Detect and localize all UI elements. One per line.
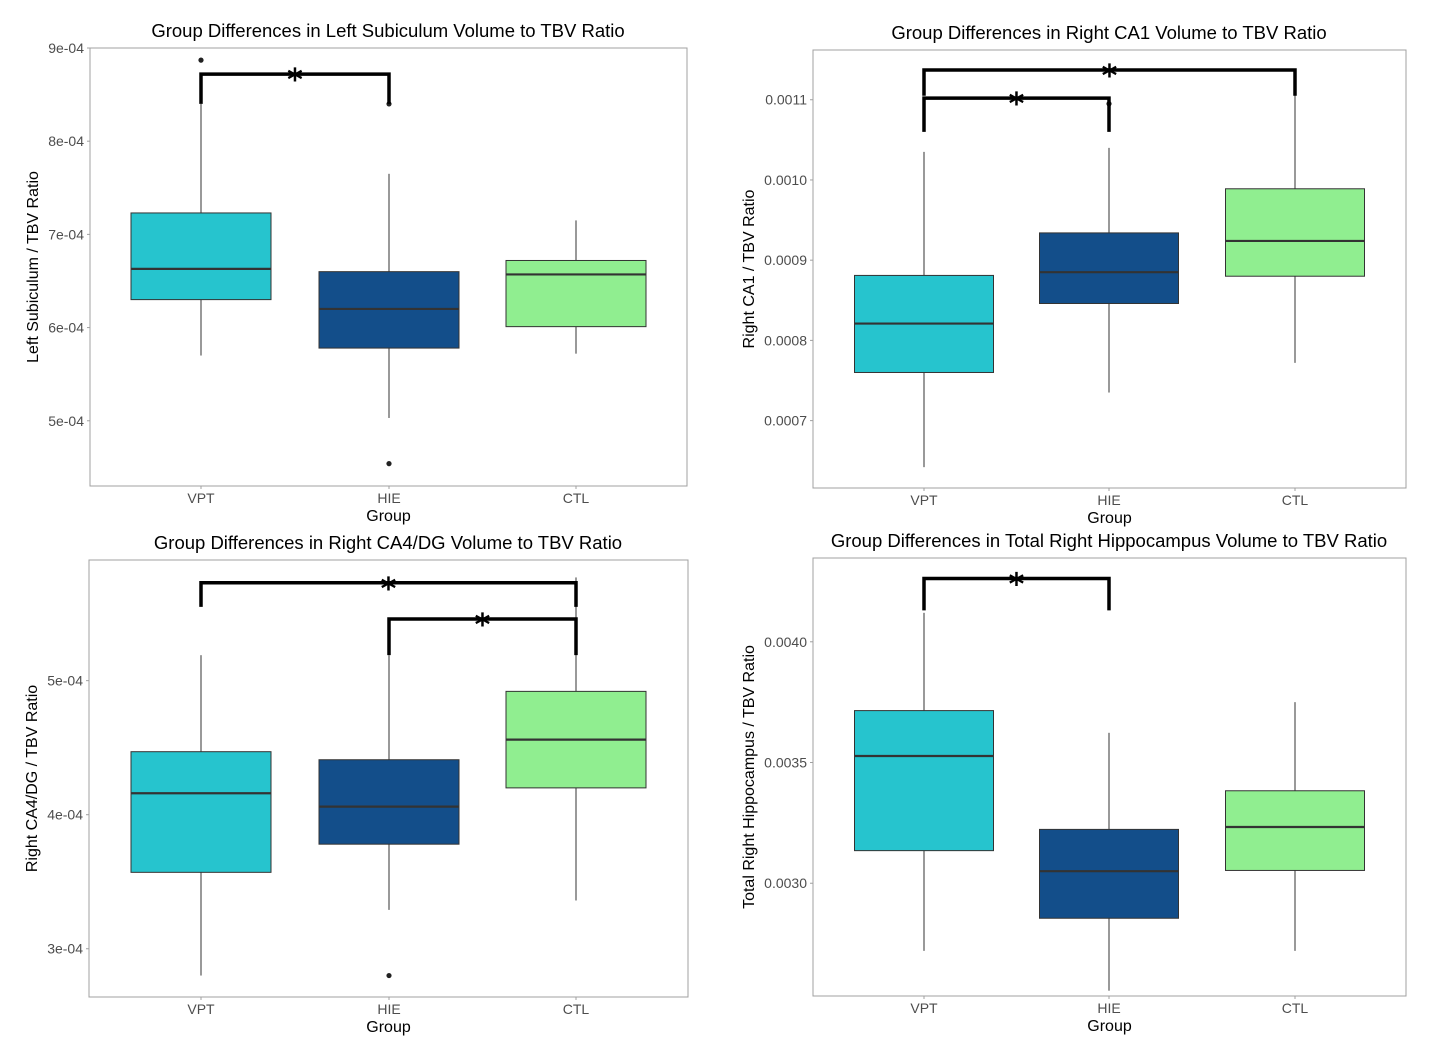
y-tick-label: 6e-04 — [48, 320, 84, 336]
box-ctl — [1225, 77, 1365, 363]
y-axis-title: Left Subiculum / TBV Ratio — [25, 171, 42, 363]
box-ctl — [1225, 702, 1365, 951]
box-ctl — [505, 220, 647, 354]
y-tick-label: 0.0035 — [764, 755, 807, 771]
x-axis-title: Group — [366, 508, 411, 525]
iqr-box — [505, 259, 647, 328]
iqr-box — [130, 751, 272, 873]
y-tick-label: 0.0030 — [764, 875, 807, 891]
y-tick-label: 4e-04 — [47, 807, 83, 823]
iqr-box — [1225, 790, 1365, 871]
significance-bracket — [199, 72, 391, 104]
box-ctl — [505, 577, 647, 901]
significance-star: * — [1009, 87, 1025, 122]
box-vpt — [854, 151, 994, 468]
iqr-box — [1039, 828, 1179, 919]
significance-bracket — [922, 68, 1297, 96]
outlier-point — [386, 461, 392, 467]
x-tick-label: HIE — [1097, 492, 1120, 508]
x-tick-label: VPT — [910, 1000, 938, 1016]
significance-star: * — [475, 608, 491, 643]
y-tick-label: 0.0009 — [764, 252, 807, 268]
chart-title: Group Differences in Total Right Hippoca… — [831, 530, 1387, 551]
significance-bracket — [922, 96, 1111, 132]
iqr-box — [130, 212, 272, 301]
x-tick-label: CTL — [1282, 1000, 1309, 1016]
box-hie — [318, 101, 460, 467]
x-axis-title: Group — [1087, 510, 1132, 527]
x-tick-label: HIE — [1097, 1000, 1120, 1016]
x-axis-title: Group — [366, 1019, 411, 1036]
outlier-point — [386, 972, 392, 979]
x-axis-title: Group — [1087, 1018, 1132, 1035]
iqr-box — [1225, 188, 1365, 277]
y-axis-title: Right CA4/DG / TBV Ratio — [24, 685, 41, 872]
y-tick-label: 9e-04 — [48, 40, 84, 56]
box-hie — [1039, 101, 1179, 393]
significance-bracket — [922, 576, 1111, 611]
chart-title: Group Differences in Right CA4/DG Volume… — [154, 532, 622, 553]
significance-star: * — [381, 572, 397, 607]
significance-star: * — [1009, 568, 1025, 603]
x-tick-label: CTL — [563, 1001, 590, 1017]
box-vpt — [130, 655, 272, 976]
y-tick-label: 8e-04 — [48, 133, 84, 149]
iqr-box — [318, 759, 460, 845]
box-vpt — [854, 612, 994, 951]
significance-bracket — [387, 617, 578, 656]
y-tick-label: 7e-04 — [48, 226, 84, 242]
chart-title: Group Differences in Right CA1 Volume to… — [891, 22, 1326, 43]
iqr-box — [1039, 232, 1179, 304]
chart-panel-4: Group Differences in Total Right Hippoca… — [741, 530, 1407, 1035]
y-tick-label: 3e-04 — [47, 941, 83, 957]
chart-title: Group Differences in Left Subiculum Volu… — [151, 20, 624, 41]
y-tick-label: 5e-04 — [48, 413, 84, 429]
y-tick-label: 0.0008 — [764, 332, 807, 348]
y-tick-label: 5e-04 — [47, 673, 83, 689]
x-tick-label: HIE — [377, 490, 400, 506]
x-tick-label: VPT — [910, 492, 938, 508]
iqr-box — [854, 710, 994, 852]
outlier-point — [198, 57, 204, 63]
x-tick-label: VPT — [187, 1001, 215, 1017]
box-hie — [318, 655, 460, 979]
y-axis-title: Total Right Hippocampus / TBV Ratio — [741, 645, 758, 909]
x-tick-label: HIE — [377, 1001, 400, 1017]
significance-star: * — [1102, 59, 1118, 94]
x-tick-label: CTL — [1282, 492, 1309, 508]
y-tick-label: 0.0007 — [764, 413, 807, 429]
x-tick-label: VPT — [187, 490, 215, 506]
y-tick-label: 0.0040 — [764, 634, 807, 650]
chart-panel-2: Group Differences in Right CA1 Volume to… — [741, 22, 1407, 527]
y-axis-title: Right CA1 / TBV Ratio — [741, 189, 758, 348]
y-tick-label: 0.0011 — [765, 92, 807, 108]
box-vpt — [130, 57, 272, 356]
chart-panel-3: Group Differences in Right CA4/DG Volume… — [24, 532, 689, 1036]
y-tick-label: 0.0010 — [764, 172, 807, 188]
x-tick-label: CTL — [563, 490, 590, 506]
chart-panel-1: Group Differences in Left Subiculum Volu… — [25, 20, 688, 525]
box-hie — [1039, 732, 1179, 991]
significance-star: * — [287, 63, 303, 98]
significance-bracket — [199, 581, 578, 607]
